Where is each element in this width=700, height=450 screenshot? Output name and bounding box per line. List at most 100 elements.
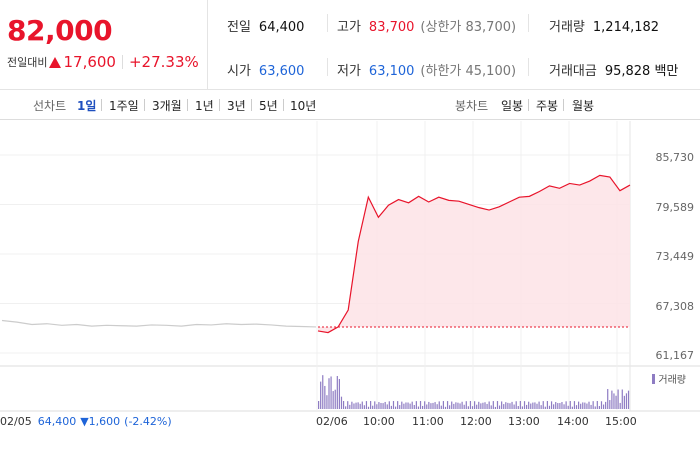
volume-bar (509, 403, 511, 409)
volume-bar (536, 403, 538, 409)
volume-bar (503, 404, 505, 409)
volume-swatch (652, 373, 656, 384)
volume-bar (336, 376, 338, 409)
divider (563, 99, 564, 111)
x-tick: 12:00 (460, 415, 492, 428)
volume-bar (609, 400, 611, 409)
volume-bar (324, 385, 326, 409)
volume-bar (426, 404, 428, 409)
volume-bar (538, 401, 540, 409)
volume-bar (625, 393, 628, 409)
volume-legend: 거래량 (652, 371, 686, 386)
volume-bar (557, 403, 559, 409)
volume-bar (478, 401, 480, 409)
volume-bar (359, 403, 361, 409)
volume-bar (575, 405, 578, 409)
stat-volume: 거래량 1,214,182 (549, 16, 659, 35)
volume-bar (384, 401, 386, 409)
volume-bar (451, 401, 453, 409)
legend-label: 거래량 (658, 375, 686, 386)
volume-bar (565, 401, 567, 409)
stat-label: 고가 (337, 20, 361, 35)
volume-bar (598, 406, 600, 409)
line-chart-label: 선차트 (33, 99, 67, 113)
volume-bar (453, 403, 455, 409)
change-value: 17,600 (63, 53, 116, 71)
volume-bar (318, 401, 320, 409)
volume-bar (544, 406, 546, 409)
volume-bar (534, 402, 536, 409)
volume-bar (474, 401, 476, 409)
volume-bar (424, 401, 426, 409)
volume-bar (432, 402, 434, 409)
period-1w[interactable]: 1주일 (109, 99, 139, 113)
period-5y[interactable]: 5년 (259, 99, 278, 113)
price-chart[interactable]: 85,730 79,589 73,449 67,308 61,167 거래량 0… (0, 121, 700, 450)
volume-bar (409, 403, 411, 409)
volume-bar (469, 401, 472, 409)
volume-bar (397, 401, 399, 409)
stat-label: 거래대금 (549, 64, 597, 79)
volume-bar (361, 401, 363, 409)
y-tick: 67,308 (655, 300, 695, 313)
prev-day-line (1, 319, 317, 328)
volume-bar (407, 402, 409, 409)
volume-bar (328, 378, 330, 409)
volume-bar (505, 402, 507, 409)
volume-bar (345, 406, 347, 409)
quote-stats: 전일 64,400 고가 83,700 (상한가 83,700) 거래량 1,2… (209, 0, 700, 90)
y-tick: 73,449 (655, 250, 695, 263)
divider (251, 99, 252, 111)
volume-bar (413, 405, 415, 409)
x-tick: 14:00 (557, 415, 589, 428)
period-1y[interactable]: 1년 (195, 99, 214, 113)
candle-weekly[interactable]: 주봉 (536, 99, 559, 113)
volume-bar (342, 401, 345, 409)
volume-bar (573, 401, 576, 409)
volume-bar (548, 405, 551, 409)
price-area (318, 175, 630, 333)
period-1d[interactable]: 1일 (77, 99, 97, 113)
volume-bar (444, 406, 447, 409)
volume-bar (440, 405, 442, 409)
volume-bar (592, 401, 594, 409)
volume-bar (455, 402, 457, 409)
volume-bar (611, 390, 613, 409)
quote-header: 82,000 전일대비 17,600 +27.33% 전일 64,400 고가 … (0, 0, 700, 90)
y-tick: 79,589 (655, 201, 695, 214)
volume-bar (320, 381, 322, 409)
candle-monthly[interactable]: 월봉 (572, 99, 595, 113)
period-3y[interactable]: 3년 (227, 99, 246, 113)
volume-bar (482, 402, 484, 409)
volume-bar (615, 395, 617, 409)
candle-daily[interactable]: 일봉 (501, 99, 524, 113)
x-tick: 02/06 (316, 415, 348, 428)
volume-bar (519, 401, 521, 409)
volume-bar (590, 404, 592, 409)
stat-sub: (상한가 83,700) (420, 20, 517, 35)
stat-value: 63,100 (368, 64, 415, 79)
volume-bar (476, 404, 478, 409)
stat-label: 전일 (227, 20, 251, 35)
divider (121, 55, 123, 69)
prev-day-date: 02/05 (0, 415, 32, 428)
stat-prev-close: 전일 64,400 (227, 16, 304, 35)
volume-bar (463, 404, 465, 409)
volume-bar (498, 405, 501, 409)
volume-bar (411, 401, 413, 409)
volume-bar (330, 376, 332, 409)
stat-label: 저가 (337, 64, 361, 79)
volume-bar (349, 404, 351, 409)
volume-bar (517, 406, 519, 409)
volume-bar (526, 404, 528, 409)
period-3m[interactable]: 3개월 (152, 99, 182, 113)
change-row: 전일대비 17,600 +27.33% (7, 53, 199, 71)
volume-bar (446, 401, 449, 409)
volume-bar (619, 402, 621, 409)
volume-bar (567, 405, 569, 409)
volume-bar (561, 402, 563, 409)
period-10y[interactable]: 10년 (290, 99, 317, 113)
stat-value: 95,828 백만 (604, 64, 679, 79)
x-tick: 11:00 (412, 415, 444, 428)
y-tick: 61,167 (655, 349, 695, 362)
